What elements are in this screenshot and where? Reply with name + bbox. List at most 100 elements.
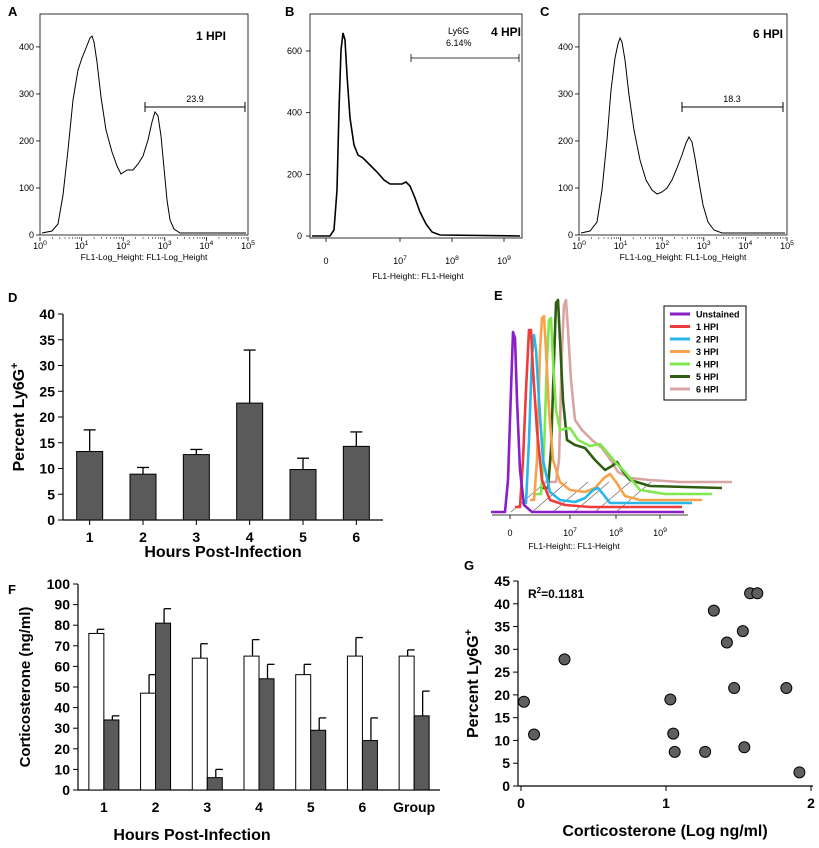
panel-c-letter: C (540, 4, 550, 19)
bar-gray (206, 777, 223, 791)
x-tick-label: 105 (241, 240, 255, 251)
x-axis-title: Hours Post-Infection (144, 544, 301, 561)
x-axis-title: Corticosterone (Log ng/ml) (562, 823, 767, 840)
panel-e-histograms (491, 298, 732, 514)
panel-c-gate-value: 18.3 (723, 94, 741, 104)
scatter-point (728, 682, 741, 695)
panel-c-histogram (580, 36, 785, 234)
y-tick-label: 5 (47, 486, 55, 502)
y-tick-label: 50 (54, 679, 70, 695)
x-tick-label: 6 (352, 529, 360, 545)
y-tick-label: 15 (494, 710, 510, 726)
scatter-point (793, 766, 806, 779)
x-tick-label: 108 (609, 527, 623, 538)
scatter-point (738, 741, 751, 754)
panel-b: B 4 HPI Ly6G 6.14% 0 200 400 600 0 107 108 109… (285, 4, 523, 281)
scatter-point (699, 745, 712, 758)
bar (289, 469, 317, 521)
x-tick-label: 107 (393, 255, 407, 266)
x-tick-label: 3 (192, 529, 200, 545)
legend-label: 1 HPI (696, 322, 719, 332)
x-tick-label: 5 (307, 799, 315, 815)
bar-white (346, 655, 363, 791)
y-tick-label: 35 (494, 619, 510, 635)
scatter-point (517, 695, 530, 708)
y-tick-label: 90 (54, 597, 70, 613)
panel-g-letter: G (464, 558, 474, 573)
x-tick-label: 100 (572, 240, 586, 251)
panel-c-title: 6 HPI (753, 27, 783, 41)
scatter-point (668, 745, 681, 758)
bar-gray (413, 715, 430, 791)
x-tick-label: 4 (246, 529, 254, 545)
x-tick-label: 104 (739, 240, 753, 251)
panel-b-frame (309, 13, 523, 239)
y-tick-label: 0 (502, 778, 510, 794)
y-tick-label: 100 (558, 183, 573, 193)
y-tick-label: 400 (287, 108, 302, 118)
x-tick-label: 103 (697, 240, 711, 251)
x-tick-label: 107 (563, 527, 577, 538)
x-tick-label: 5 (299, 529, 307, 545)
y-tick-label: 40 (494, 596, 510, 612)
scatter-point (528, 728, 541, 741)
x-tick-label: 102 (655, 240, 669, 251)
legend-label: 4 HPI (696, 360, 719, 370)
bar-gray (103, 719, 120, 791)
bar (129, 473, 157, 521)
bar-white (191, 657, 208, 791)
x-tick-label: 101 (75, 240, 89, 251)
panel-a-frame (39, 13, 249, 236)
x-tick-label: 104 (200, 240, 214, 251)
x-axis-title: Hours Post-Infection (113, 827, 270, 844)
panel-f: F 0 10 20 30 40 50 60 70 80 90 100 1 2 3 4 5 6 Group Hours… (8, 576, 440, 844)
legend-label: 2 HPI (696, 335, 719, 345)
y-tick-label: 20 (54, 741, 70, 757)
y-tick-label: 10 (494, 732, 510, 748)
y-tick-label: 35 (39, 332, 55, 348)
scatter-point (667, 727, 680, 740)
y-tick-label: 200 (19, 136, 34, 146)
bar-white (398, 655, 415, 791)
panel-b-xlabel: FL1-Height:: FL1-Height (372, 271, 464, 281)
legend-label: 3 HPI (696, 347, 719, 357)
x-tick-label: 103 (158, 240, 172, 251)
y-tick-label: 20 (494, 687, 510, 703)
x-tick-label: 1 (86, 529, 94, 545)
panel-g-annotation: R2=0.1181 (528, 586, 585, 601)
scatter-point (736, 625, 749, 638)
y-tick-label: 15 (39, 435, 55, 451)
scatter-point (780, 682, 793, 695)
panel-d: D 0 5 10 15 20 25 30 35 40 1 2 3 4 5 6 Hours Post-Infec… (8, 290, 383, 561)
y-tick-label: 5 (502, 755, 510, 771)
legend-label: 6 HPI (696, 385, 719, 395)
bar (342, 445, 370, 521)
y-tick-label: 200 (287, 169, 302, 179)
x-tick-label: 109 (497, 255, 511, 266)
bar-gray (155, 622, 172, 791)
x-tick-label: 1 (100, 799, 108, 815)
y-tick-label: 300 (19, 89, 34, 99)
x-tick-label: 2 (139, 529, 147, 545)
panel-a-xlabel: FL1-Log_Height: FL1-Log_Height (81, 252, 208, 262)
panel-c-y-axis: 0 100 200 300 400 (558, 42, 579, 240)
x-tick-label: 0 (507, 528, 512, 538)
x-tick-label: 6 (359, 799, 367, 815)
y-tick-label: 30 (39, 358, 55, 374)
y-tick-label: 45 (494, 573, 510, 589)
legend-label: Unstained (696, 310, 740, 320)
panel-e-letter: E (494, 288, 503, 303)
y-tick-label: 0 (297, 231, 302, 241)
bar-white (140, 692, 157, 791)
scatter-point (751, 587, 764, 600)
y-tick-label: 40 (54, 700, 70, 716)
y-tick-label: 100 (47, 576, 71, 592)
bar (236, 402, 264, 521)
bar-gray (310, 729, 327, 791)
y-tick-label: 10 (54, 761, 70, 777)
y-tick-label: 400 (558, 42, 573, 52)
scatter-point (720, 636, 733, 649)
bar (182, 454, 210, 521)
